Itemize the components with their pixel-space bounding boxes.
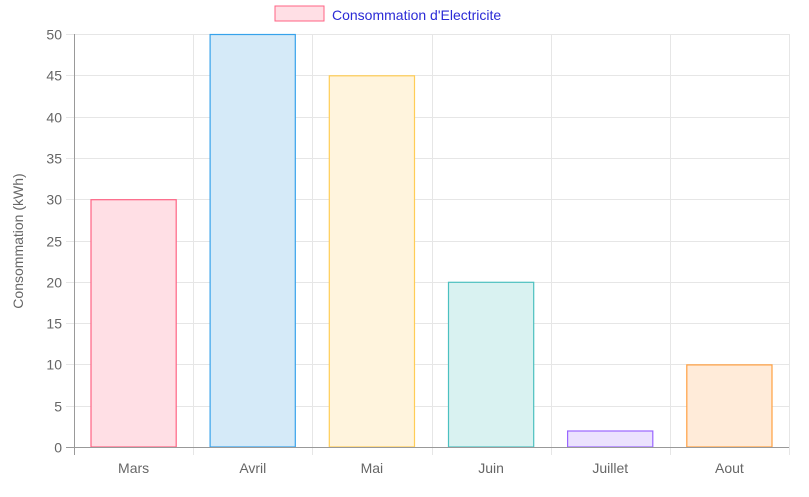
bar-mai[interactable] [328,75,416,448]
y-tick-label: 5 [54,399,62,415]
y-tick-label: 10 [46,357,62,373]
axes [74,34,789,448]
bars [90,33,773,448]
x-axis-ticks: Mars Avril Mai Juin Juillet Aout [118,460,744,476]
x-tick-label: Juillet [592,460,628,476]
y-tick-label: 20 [46,275,62,291]
x-tick-label: Mars [118,460,149,476]
y-axis-title: Consommation (kWh) [10,173,26,308]
y-tick-label: 45 [46,68,62,84]
bar-juin[interactable] [447,281,535,448]
bar-avril[interactable] [209,33,296,448]
legend[interactable]: Consommation d'Electricite [274,5,501,23]
y-tick-label: 25 [46,234,62,250]
bar-juillet[interactable] [566,430,654,448]
x-tick-label: Aout [715,460,744,476]
legend-swatch[interactable] [274,5,325,22]
y-tick-label: 50 [46,27,62,43]
y-tick-label: 0 [54,440,62,456]
x-tick-label: Juin [478,460,504,476]
y-tick-label: 15 [46,316,62,332]
y-tick-label: 35 [46,151,62,167]
bar-mars[interactable] [90,199,177,448]
y-axis-ticks: 0 5 10 15 20 25 30 35 40 45 50 [46,27,62,456]
x-tick-label: Mai [361,460,384,476]
bar-aout[interactable] [686,364,773,448]
legend-label[interactable]: Consommation d'Electricite [332,7,501,23]
x-tick-label: Avril [239,460,266,476]
y-tick-label: 30 [46,192,62,208]
y-tick-label: 40 [46,110,62,126]
